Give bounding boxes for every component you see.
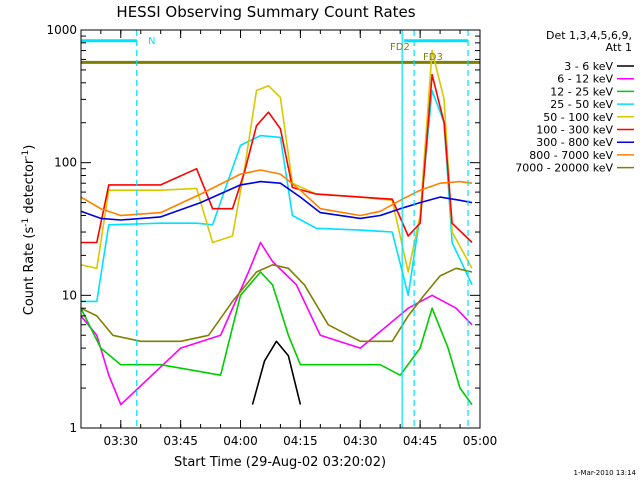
x-tick-label: 03:45 [163,434,198,448]
plot-area: N FD2 FD3 [80,29,481,429]
plot-frame [80,29,481,429]
y-tick-label: 100 [54,156,77,170]
flags-layer [81,39,480,64]
legend-label: 300 - 800 keV [536,136,613,149]
chart-title: HESSI Observing Summary Count Rates [116,3,415,21]
y-tick-label: 1 [69,421,77,435]
legend-label: 7000 - 20000 keV [515,162,613,175]
y-tick-label: 1000 [46,23,77,37]
y-label-sup1: -1 [21,218,31,227]
series-line [81,263,473,343]
y-label-main: Count Rate (s [22,227,37,316]
x-tick-label: 04:00 [223,434,258,448]
y-tick-label: 10 [62,288,77,302]
y-label-end: ) [22,145,37,150]
series-line [81,180,473,221]
x-tick-label: 05:00 [463,434,498,448]
flag-label: FD2 [390,42,410,53]
legend-label: 50 - 100 keV [543,111,613,124]
x-tick-label: 04:45 [403,434,438,448]
legend-label: 25 - 50 keV [550,98,613,111]
x-tick-label: 04:30 [343,434,378,448]
legend-header-line2: Att 1 [606,41,632,54]
x-tick-label: 03:30 [103,434,138,448]
y-axis: 1 10 100 1000 [46,23,480,435]
series-line [81,271,473,406]
markers-layer: N FD2 FD3 [136,30,469,428]
x-axis-label: Start Time (29-Aug-02 03:20:02) [174,455,386,470]
legend-label: 800 - 7000 keV [529,149,613,162]
y-axis-label: Count Rate (s-1 detector-1) [21,145,37,316]
series-line [81,49,473,273]
flag-label: FD3 [423,52,443,63]
y-label-mid: detector [22,158,37,218]
legend-header-line1: Det 1,3,4,5,6,9, [546,29,632,42]
series-line [81,241,473,406]
legend-label: 3 - 6 keV [564,60,613,73]
series-line [81,73,473,244]
series-line [81,169,473,217]
x-axis: 03:30 03:45 04:00 04:15 04:30 04:45 05:00 [100,30,498,448]
series-line [251,340,302,405]
legend-label: 12 - 25 keV [550,85,613,98]
flag-label: N [148,36,155,47]
y-label-sup2: -1 [21,150,31,159]
series-layer [81,49,473,406]
legend-label: 100 - 300 keV [536,124,613,137]
x-tick-label: 04:15 [283,434,318,448]
footer-date: 1-Mar-2010 13:14 [574,469,637,477]
series-line [81,89,473,303]
legend-label: 6 - 12 keV [557,73,613,86]
